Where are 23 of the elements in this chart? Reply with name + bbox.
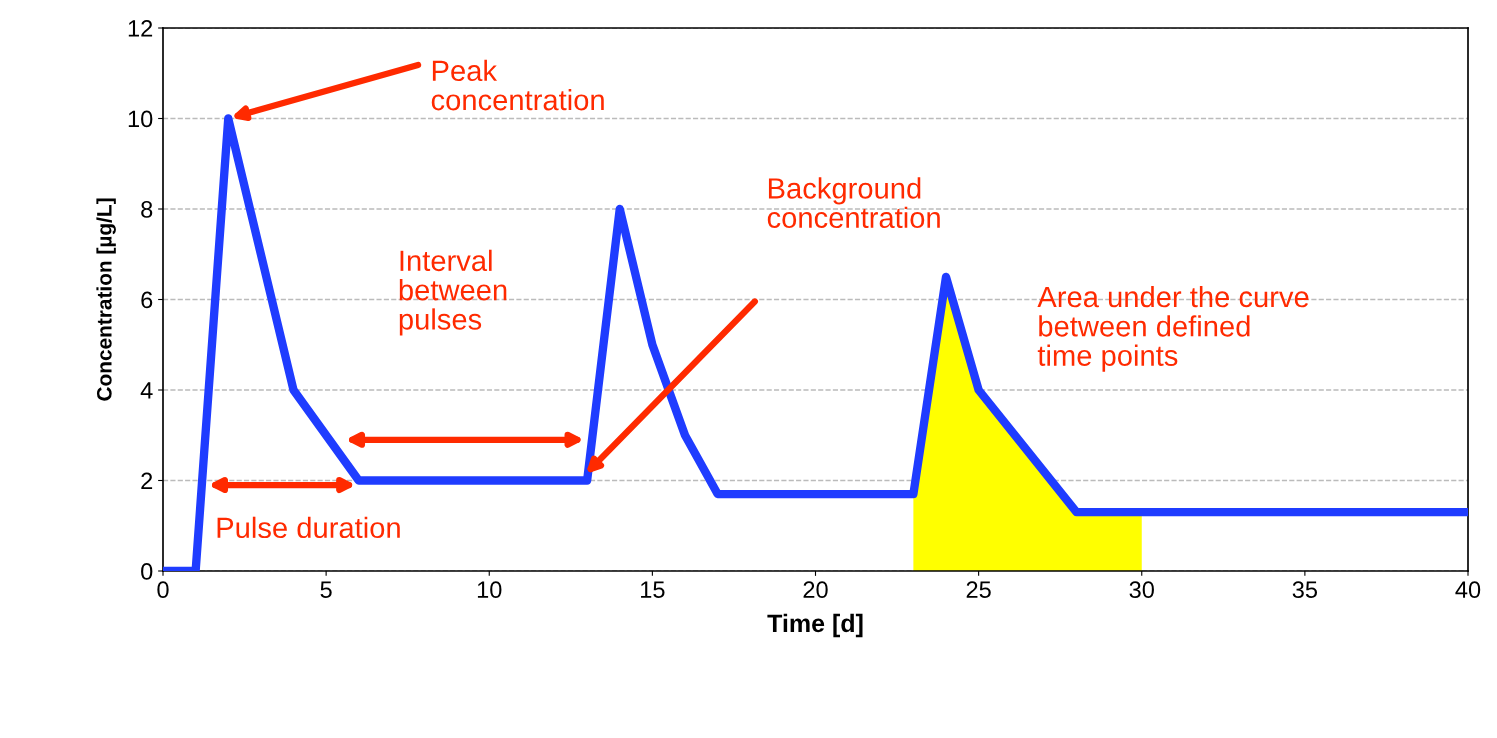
annotation: Peak concentration xyxy=(431,59,604,111)
y-tick-label: 4 xyxy=(140,382,153,399)
x-tick-label: 20 xyxy=(803,581,828,599)
y-tick-label: 10 xyxy=(128,110,153,128)
x-tick-label: 10 xyxy=(477,581,502,599)
x-axis-title: Time [d] xyxy=(767,613,863,638)
y-tick-label: 6 xyxy=(141,291,153,309)
x-tick-label: 15 xyxy=(641,581,665,599)
annotation: Interval between pulses xyxy=(399,249,507,336)
y-tick-label: 2 xyxy=(141,472,153,490)
x-tick-label: 0 xyxy=(157,581,169,599)
x-tick-label: 35 xyxy=(1292,581,1318,599)
x-tick-label: 40 xyxy=(1455,581,1481,599)
x-tick-label: 25 xyxy=(966,581,991,599)
y-tick-label: 8 xyxy=(141,201,153,218)
annotation: Background concentration xyxy=(767,177,940,229)
y-tick-label: 0 xyxy=(141,563,153,580)
x-tick-label: 5 xyxy=(320,581,332,599)
annotation: Pulse duration xyxy=(217,516,400,539)
annotation: Area under the curve between defined time points xyxy=(1037,285,1309,372)
y-tick-label: 12 xyxy=(128,20,153,37)
x-tick-label: 30 xyxy=(1129,581,1154,599)
y-axis-title: Concentration [µg/L] xyxy=(96,198,116,401)
